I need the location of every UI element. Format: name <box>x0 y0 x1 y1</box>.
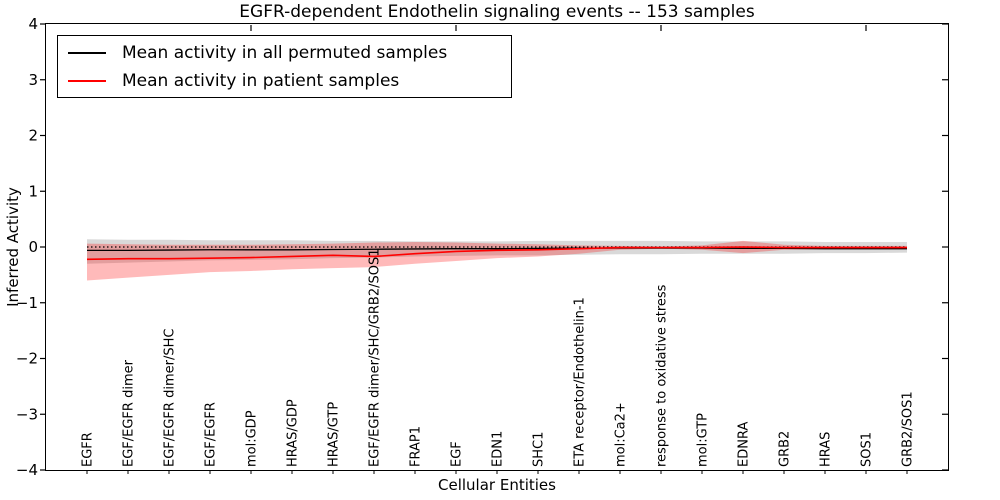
x-category-label: EGF/EGFR <box>204 402 219 467</box>
x-category-label: HRAS/GTP <box>327 402 342 467</box>
x-category-label: EDN1 <box>491 431 506 467</box>
x-category-label: HRAS/GDP <box>286 399 301 467</box>
y-tick-label: 1 <box>28 182 38 200</box>
y-tick-label: −1 <box>16 294 38 312</box>
patient-mean-line <box>86 246 907 261</box>
permuted-mean-line <box>87 247 907 251</box>
x-category-label: HRAS <box>819 432 834 467</box>
x-category-label: EGF/EGFR dimer <box>122 359 137 467</box>
chart-title: EGFR-dependent Endothelin signaling even… <box>239 2 755 22</box>
y-tick-label: −4 <box>16 461 38 479</box>
y-tick-label: −2 <box>16 350 38 368</box>
x-category-label: EGF/EGFR dimer/SHC/GRB2/SOS1 <box>368 249 383 468</box>
y-tick-label: 2 <box>28 127 38 145</box>
y-tick-label: 0 <box>28 238 38 256</box>
legend-item-permuted: Mean activity in all permuted samples <box>58 39 511 67</box>
x-category-label: mol:GTP <box>696 413 711 467</box>
x-category-label: FRAP1 <box>409 426 424 467</box>
x-category-label: response to oxidative stress <box>655 284 670 467</box>
x-category-label: ETA receptor/Endothelin-1 <box>573 297 588 467</box>
x-category-label: EGF <box>450 441 465 467</box>
x-category-label: mol:GDP <box>245 410 260 467</box>
y-tick-label: 4 <box>28 15 38 33</box>
x-category-label: EGF/EGFR dimer/SHC <box>163 329 178 467</box>
x-category-label: SOS1 <box>860 432 875 467</box>
legend-label-patient: Mean activity in patient samples <box>122 71 400 91</box>
y-tick-label: 3 <box>28 71 38 89</box>
x-category-label: EDNRA <box>737 422 752 467</box>
legend-item-patient: Mean activity in patient samples <box>58 67 511 95</box>
legend-line-swatch-patient <box>68 80 106 82</box>
legend-label-permuted: Mean activity in all permuted samples <box>122 43 448 63</box>
y-axis-label: Inferred Activity <box>4 187 22 307</box>
x-axis-label: Cellular Entities <box>438 476 556 494</box>
x-category-label: EGFR <box>81 432 96 467</box>
x-category-label: mol:Ca2+ <box>614 402 629 467</box>
x-category-label: SHC1 <box>532 432 547 467</box>
legend: Mean activity in all permuted samples Me… <box>57 35 512 98</box>
x-category-label: GRB2/SOS1 <box>901 391 916 467</box>
x-category-label: GRB2 <box>778 431 793 467</box>
patient-band <box>87 240 907 281</box>
permuted-band <box>87 239 907 264</box>
legend-line-swatch-permuted <box>68 52 106 54</box>
y-tick-label: −3 <box>16 405 38 423</box>
